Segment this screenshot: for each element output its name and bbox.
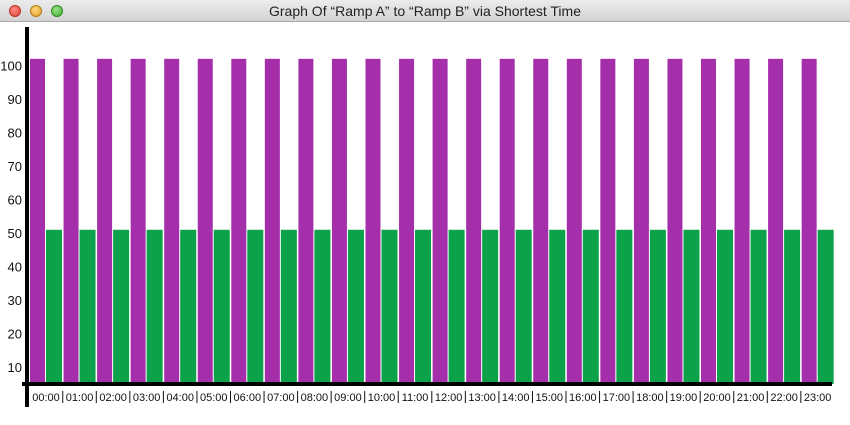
y-tick-label: 50	[8, 226, 22, 241]
window-title: Graph Of “Ramp A” to “Ramp B” via Shorte…	[269, 3, 581, 19]
bar-series-a	[566, 58, 582, 384]
bar-series-a	[399, 58, 415, 384]
bar-series-b	[113, 229, 130, 384]
y-tick-label: 30	[8, 293, 22, 308]
x-tick-label: 10:00	[368, 392, 396, 404]
bar-series-a	[197, 58, 213, 384]
bar-series-b	[314, 229, 331, 384]
bar-series-b	[817, 229, 834, 384]
bar-series-a	[734, 58, 750, 384]
x-tick-label: 08:00	[301, 392, 329, 404]
bar-series-b	[247, 229, 264, 384]
bar-series-b	[649, 229, 666, 384]
x-tick-label: 21:00	[737, 392, 765, 404]
x-tick-label: 17:00	[603, 392, 631, 404]
y-tick-label: 20	[8, 327, 22, 342]
x-tick-label: 14:00	[502, 392, 530, 404]
minimize-button[interactable]	[30, 5, 42, 17]
y-tick-label: 70	[8, 159, 22, 174]
bar-series-a	[801, 58, 817, 384]
bar-chart: 10 20 30 40 50 60 70 80 90 100 00:00 01:00 02:00 03:0…	[0, 27, 834, 407]
bar-series-a	[30, 58, 45, 384]
x-tick-label: 07:00	[267, 392, 295, 404]
bar-series-a	[63, 58, 79, 384]
bar-series-b	[146, 229, 163, 384]
x-tick-label: 12:00	[435, 392, 463, 404]
x-tick-label: 19:00	[670, 392, 698, 404]
bar-series-a	[365, 58, 381, 384]
bar-series-b	[415, 229, 432, 384]
y-tick-label: 60	[8, 193, 22, 208]
x-tick-label: 22:00	[770, 392, 798, 404]
y-tick-label: 10	[8, 360, 22, 375]
bar-series-b	[347, 229, 364, 384]
x-tick-label: 06:00	[234, 392, 262, 404]
bar-series-a	[432, 58, 448, 384]
bar-series-b	[616, 229, 633, 384]
bar-series-b	[549, 229, 566, 384]
bar-series-a	[264, 58, 280, 384]
y-tick-label: 90	[8, 92, 22, 107]
bar-series-b	[180, 229, 197, 384]
x-tick-label: 18:00	[636, 392, 664, 404]
bar-series-b	[213, 229, 230, 384]
title-bar[interactable]: Graph Of “Ramp A” to “Ramp B” via Shorte…	[0, 0, 850, 22]
bar-series-b	[750, 229, 767, 384]
bar-series-b	[448, 229, 465, 384]
x-tick-label: 01:00	[66, 392, 94, 404]
bar-series-a	[331, 58, 347, 384]
x-tick-label: 20:00	[703, 392, 731, 404]
bar-series-a	[533, 58, 549, 384]
bar-series-b	[79, 229, 96, 384]
bar-series-b	[280, 229, 297, 384]
bar-series-b	[515, 229, 532, 384]
x-tick-label: 11:00	[402, 392, 429, 404]
bar-series-a	[298, 58, 314, 384]
x-tick-label: 16:00	[569, 392, 597, 404]
x-tick-label: 05:00	[200, 392, 228, 404]
bar-series-b	[784, 229, 801, 384]
x-tick-label: 03:00	[133, 392, 161, 404]
bar-series-a	[97, 58, 113, 384]
bar-series-a	[499, 58, 515, 384]
x-tick-label: 04:00	[166, 392, 194, 404]
close-button[interactable]	[9, 5, 21, 17]
bar-series-b	[717, 229, 733, 384]
bar-series-a	[667, 58, 683, 384]
bar-series-b	[582, 229, 599, 384]
x-tick-label: 13:00	[468, 392, 496, 404]
y-tick-label: 40	[8, 260, 22, 275]
bar-series-a	[600, 58, 616, 384]
x-tick-label: 09:00	[334, 392, 362, 404]
bar-series-a	[701, 58, 716, 384]
bar-series-a	[164, 58, 180, 384]
x-tick-label: 02:00	[99, 392, 127, 404]
bar-series-b	[683, 229, 700, 384]
bar-series-b	[482, 229, 499, 384]
bar-series-a	[130, 58, 146, 384]
bar-series-b	[381, 229, 398, 384]
bar-series-b	[46, 229, 62, 384]
x-tick-label: 23:00	[804, 392, 832, 404]
zoom-button[interactable]	[51, 5, 63, 17]
x-tick-label: 15:00	[535, 392, 563, 404]
bar-series-a	[768, 58, 784, 384]
bar-series-a	[231, 58, 247, 384]
bar-series-a	[633, 58, 649, 384]
y-tick-label: 100	[0, 59, 22, 74]
x-tick-label: 00:00	[32, 392, 60, 404]
y-tick-label: 80	[8, 126, 22, 141]
bar-series-a	[466, 58, 482, 384]
